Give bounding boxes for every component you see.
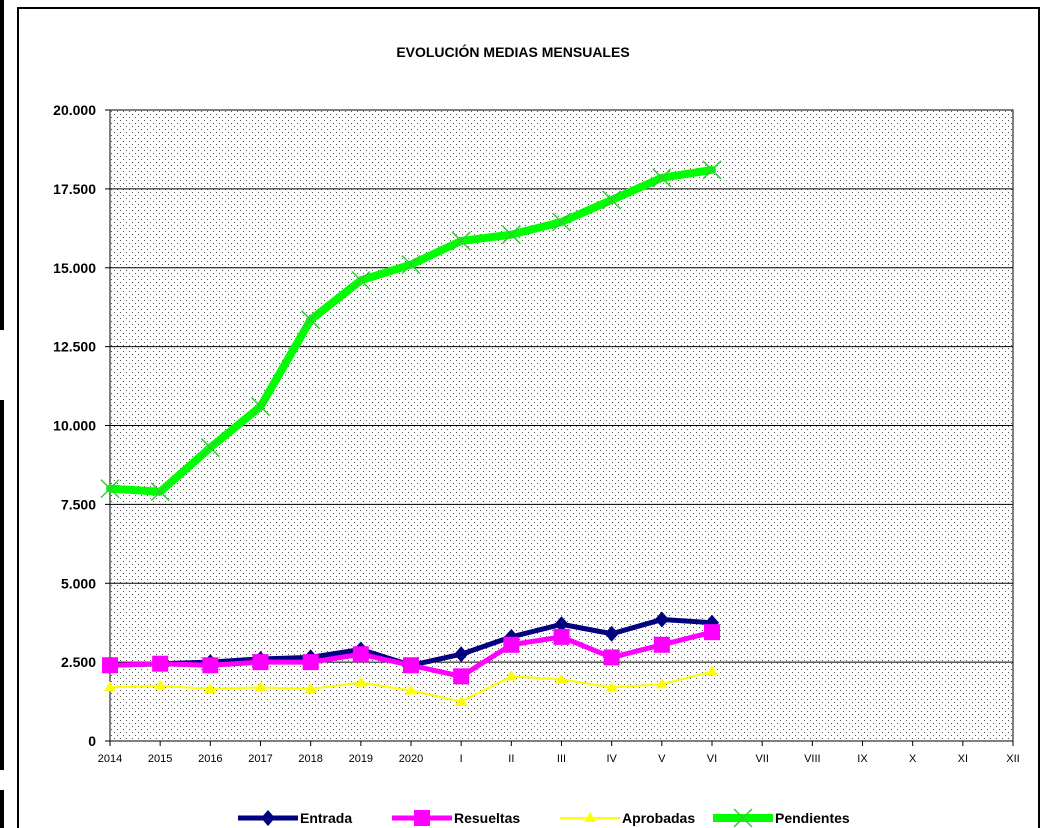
chart-title: EVOLUCIÓN MEDIAS MENSUALES: [396, 43, 629, 60]
data-point: [250, 397, 271, 417]
x-tick-label: X: [909, 753, 917, 765]
legend-marker: [733, 808, 753, 828]
data-point: [150, 482, 170, 502]
x-tick-label: I: [460, 753, 463, 765]
data-point: [252, 654, 269, 671]
data-point: [403, 657, 419, 674]
data-point: [451, 231, 471, 251]
data-point: [152, 655, 169, 672]
data-point: [104, 681, 116, 692]
data-point: [655, 678, 668, 689]
data-point: [706, 665, 718, 676]
legend-label: Resueltas: [454, 810, 520, 826]
data-point: [553, 628, 570, 645]
legend-label: Entrada: [300, 810, 352, 826]
y-tick-label: 12.500: [53, 339, 96, 355]
x-tick-label: II: [508, 753, 514, 765]
x-tick-label: V: [658, 753, 666, 765]
y-tick-label: 7.500: [61, 496, 96, 512]
data-point: [704, 624, 720, 641]
data-point: [501, 225, 521, 245]
data-point: [351, 270, 371, 290]
data-point: [652, 168, 672, 188]
data-point: [454, 646, 469, 663]
y-tick-label: 20.000: [53, 102, 96, 118]
data-point: [401, 255, 421, 275]
legend-label: Aprobadas: [622, 810, 695, 826]
data-point: [453, 668, 470, 685]
data-point: [551, 212, 572, 232]
x-tick-label: 2017: [248, 753, 272, 765]
legend-marker: [414, 810, 430, 826]
y-tick-label: 0: [88, 733, 96, 749]
x-tick-label: IX: [857, 753, 868, 765]
data-point: [604, 625, 619, 642]
data-point: [352, 646, 369, 663]
x-tick-label: XI: [958, 753, 968, 765]
x-tick-label: XII: [1006, 753, 1019, 765]
data-point: [554, 616, 569, 633]
x-tick-label: VI: [707, 753, 717, 765]
data-point: [405, 684, 417, 695]
legend-label: Pendientes: [775, 810, 850, 826]
data-point: [301, 310, 321, 330]
data-point: [654, 611, 669, 628]
legend-marker: [584, 812, 596, 822]
legend-marker: [261, 810, 275, 826]
edge-bar: [0, 0, 4, 330]
data-point: [204, 682, 217, 693]
y-tick-label: 10.000: [53, 418, 96, 434]
x-tick-label: III: [557, 753, 566, 765]
x-tick-label: 2014: [98, 753, 122, 765]
y-tick-label: 15.000: [53, 260, 96, 276]
data-point: [455, 695, 468, 706]
data-point: [702, 160, 722, 180]
data-point: [603, 649, 620, 666]
y-tick-label: 17.500: [53, 181, 96, 197]
x-tick-label: IV: [606, 753, 617, 765]
data-point: [254, 681, 267, 692]
data-point: [202, 657, 219, 674]
x-tick-label: VIII: [804, 753, 821, 765]
x-tick-label: VII: [755, 753, 768, 765]
x-tick-label: 2020: [399, 753, 423, 765]
data-point: [100, 479, 120, 499]
x-tick-label: 2019: [349, 753, 373, 765]
data-point: [302, 654, 319, 671]
x-tick-label: 2016: [198, 753, 222, 765]
data-point: [102, 657, 118, 674]
data-point: [154, 679, 167, 690]
data-point: [555, 673, 568, 684]
edge-bar: [0, 790, 4, 828]
data-point: [505, 670, 518, 681]
data-point: [200, 438, 220, 458]
data-point: [605, 681, 618, 692]
data-point: [304, 682, 317, 693]
data-point: [503, 636, 520, 653]
x-tick-label: 2015: [148, 753, 172, 765]
x-tick-label: 2018: [298, 753, 322, 765]
y-tick-label: 5.000: [61, 575, 96, 591]
data-point: [354, 676, 367, 687]
data-point: [602, 190, 622, 210]
edge-bar: [0, 400, 4, 770]
data-point: [653, 636, 670, 653]
y-tick-label: 2.500: [61, 654, 96, 670]
